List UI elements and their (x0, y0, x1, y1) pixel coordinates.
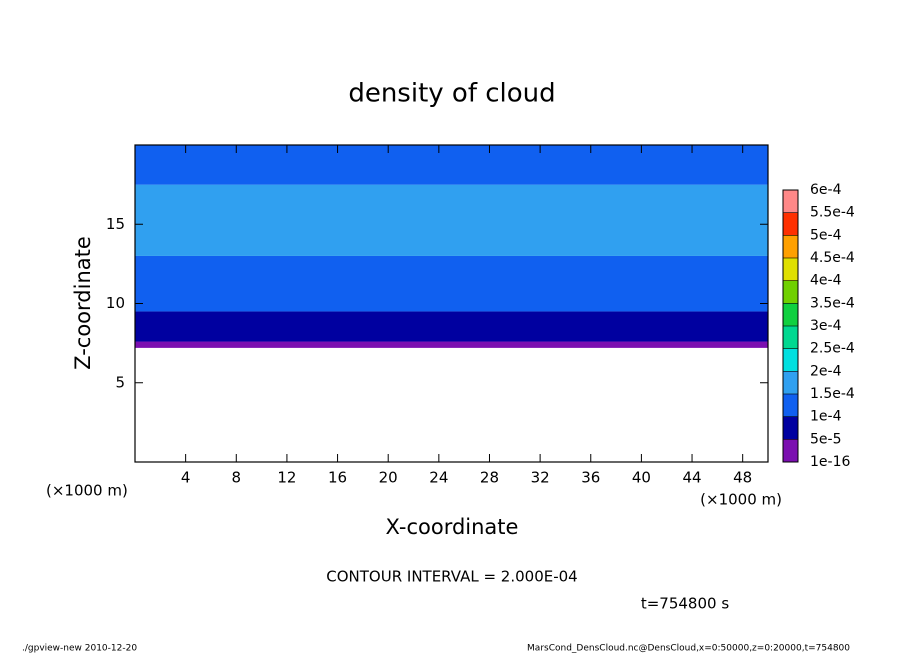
colorbar-label: 1.5e-4 (810, 386, 855, 402)
colorbar-label: 5.5e-4 (810, 205, 855, 221)
contour-band (135, 341, 768, 348)
footer-left: ./gpview-new 2010-12-20 (22, 644, 137, 654)
x-tick-label: 12 (277, 469, 296, 487)
footer-right: MarsCond_DensCloud.nc@DensCloud,x=0:5000… (527, 644, 850, 654)
colorbar-label: 6e-4 (810, 182, 842, 198)
colorbar-label: 1e-16 (810, 454, 850, 470)
colorbar-label: 3e-4 (810, 318, 842, 334)
colorbar-segment (783, 235, 798, 258)
colorbar-segment (783, 416, 798, 440)
colorbar-segment (783, 258, 798, 281)
colorbar-segment (783, 190, 798, 213)
colorbar-segment (783, 394, 798, 417)
x-tick-label: 8 (232, 469, 242, 487)
colorbar-label: 1e-4 (810, 409, 842, 425)
colorbar-label: 4e-4 (810, 273, 842, 289)
x-tick-label: 48 (733, 469, 752, 487)
colorbar-segment (783, 280, 798, 304)
colorbar-label: 3.5e-4 (810, 295, 855, 311)
chart-title: density of cloud (348, 79, 555, 109)
x-unit: (×1000 m) (46, 482, 128, 500)
x-tick-label: 40 (632, 469, 651, 487)
colorbar-segment (783, 348, 798, 372)
contour-band (135, 311, 768, 342)
x-tick-label: 4 (181, 469, 191, 487)
colorbar-label: 5e-5 (810, 431, 841, 447)
y-tick-label: 15 (106, 215, 125, 233)
colorbar-segment (783, 212, 798, 236)
time-label: t=754800 s (641, 595, 729, 613)
colorbar-label: 4.5e-4 (810, 250, 855, 266)
contour-band (135, 184, 768, 256)
colorbar-segment (783, 303, 798, 326)
contour-band (135, 145, 768, 185)
y-tick-label: 10 (106, 294, 125, 312)
colorbar-label: 2.5e-4 (810, 341, 855, 357)
colorbar-segment (783, 439, 798, 462)
y-tick-label: 5 (115, 373, 125, 391)
x-tick-label: 20 (379, 469, 398, 487)
x-tick-label: 16 (328, 469, 347, 487)
contour-band (135, 255, 768, 312)
colorbar-label: 2e-4 (810, 363, 842, 379)
x-tick-label: 28 (480, 469, 499, 487)
y-axis-label: Z-coordinate (71, 236, 95, 370)
colorbar-segment (783, 371, 798, 394)
x-tick-label: 24 (429, 469, 448, 487)
x-tick-label: 32 (531, 469, 550, 487)
x-tick-label: 44 (682, 469, 701, 487)
x-unit: (×1000 m) (700, 491, 782, 509)
colorbar-label: 5e-4 (810, 227, 842, 243)
x-axis-label: X-coordinate (386, 515, 519, 539)
x-tick-label: 36 (581, 469, 600, 487)
contour-interval: CONTOUR INTERVAL = 2.000E-04 (326, 568, 577, 586)
colorbar-segment (783, 326, 798, 349)
